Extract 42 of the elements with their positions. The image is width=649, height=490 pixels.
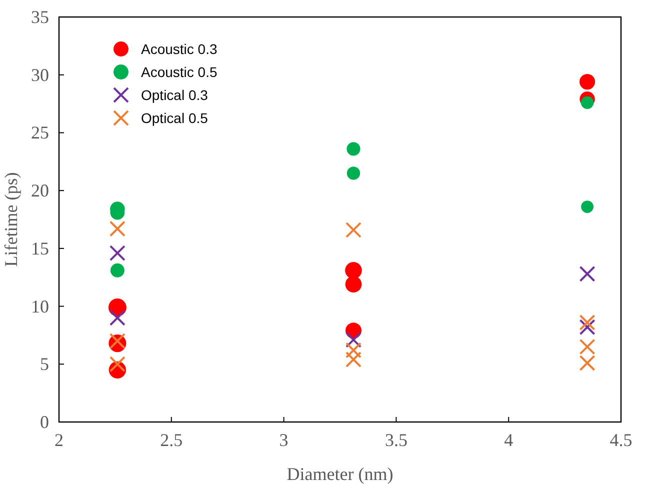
- point: [110, 263, 124, 278]
- y-tick-label: 15: [31, 238, 49, 258]
- y-tick-label: 10: [31, 296, 49, 316]
- x-tick-label: 4: [504, 430, 514, 450]
- point: [346, 166, 360, 180]
- point: [345, 262, 362, 279]
- point: [109, 333, 126, 349]
- x-tick-label: 3.5: [384, 430, 408, 450]
- legend-label: Optical 0.3: [141, 87, 208, 103]
- y-tick-label: 30: [31, 64, 49, 85]
- legend-label: Acoustic 0.3: [141, 41, 218, 57]
- point: [579, 354, 596, 371]
- point: [109, 220, 126, 237]
- point: [579, 319, 596, 336]
- point: [581, 200, 594, 213]
- point: [346, 142, 360, 156]
- point: [579, 266, 596, 282]
- x-tick-label: 2: [54, 430, 64, 450]
- x-tick-label: 3: [279, 430, 288, 450]
- point: [345, 332, 362, 348]
- point: [579, 314, 596, 330]
- point: [579, 338, 596, 355]
- y-tick-label: 0: [40, 412, 49, 432]
- y-tick-label: 25: [31, 122, 49, 143]
- point: [345, 276, 362, 292]
- point: [345, 342, 362, 358]
- y-tick-label: 35: [31, 7, 49, 27]
- x-tick-label: 2.5: [160, 430, 183, 450]
- y-axis-title: Lifetime (ps): [1, 172, 21, 267]
- point: [109, 356, 126, 372]
- y-tick-label: 5: [40, 354, 49, 374]
- point: [109, 310, 126, 326]
- y-tick-label: 20: [31, 180, 49, 201]
- x-tick-label: 4.5: [610, 430, 632, 450]
- point: [345, 352, 362, 368]
- point: [580, 96, 594, 110]
- point: [345, 222, 362, 238]
- point: [579, 74, 596, 90]
- legend-label: Acoustic 0.5: [141, 64, 218, 80]
- point: [109, 245, 126, 262]
- x-axis-title: Diameter (nm): [286, 464, 394, 484]
- legend-label: Optical 0.5: [141, 110, 208, 126]
